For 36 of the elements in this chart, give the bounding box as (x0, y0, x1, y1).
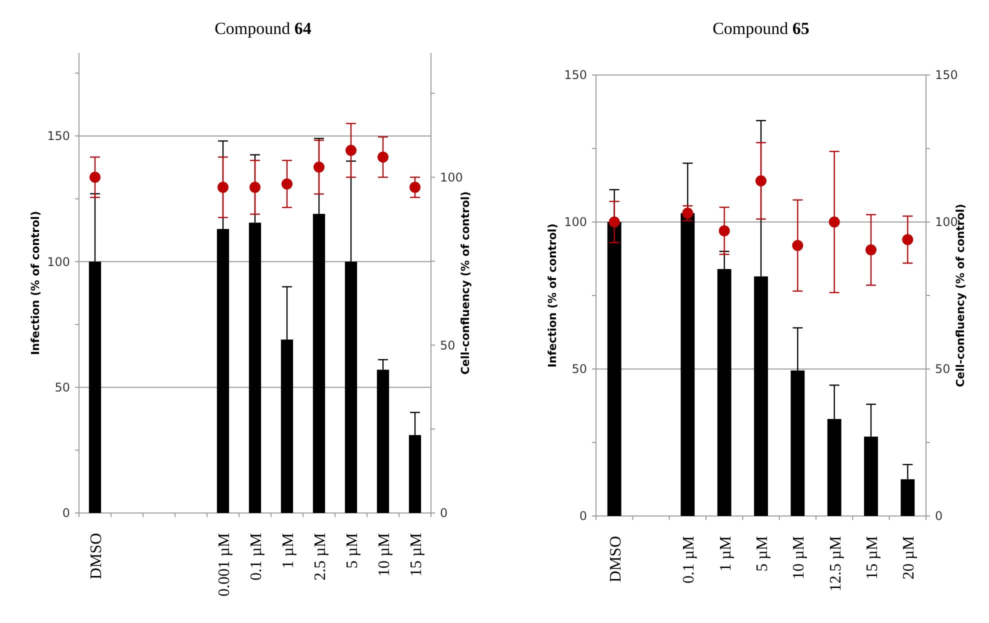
y-axis-title: Infection (% of control) (546, 224, 559, 368)
x-tick-label: 0.001 µM (216, 533, 233, 596)
y-tick-label: 50 (572, 362, 587, 376)
y-tick-label: 150 (564, 68, 587, 82)
x-tick-label: 1 µM (280, 533, 297, 568)
x-tick-label: 2.5 µM (312, 533, 329, 580)
y-tick-label: 50 (54, 380, 70, 395)
x-tick-label: 0.1 µM (248, 533, 265, 580)
x-tick-label: 15 µM (408, 533, 425, 576)
x-tick-label: 0.1 µM (680, 536, 698, 584)
y2-axis-title: Cell-confluency (% of control) (459, 191, 472, 375)
x-tick-label: 10 µM (790, 536, 808, 580)
y2-tick-label: 50 (935, 362, 950, 376)
y-axis-title: Infection (% of control) (29, 211, 42, 355)
x-tick-label: 20 µM (900, 536, 918, 580)
x-tick-label: DMSO (88, 533, 105, 580)
x-tick-label: 1 µM (717, 536, 734, 572)
x-tick-label: 10 µM (376, 533, 393, 576)
chart-title: Compound 64 (214, 19, 312, 38)
x-tick-label: 12.5 µM (827, 536, 844, 592)
x-tick-label: 5 µM (754, 536, 771, 572)
x-tick-label: 15 µM (864, 536, 881, 580)
y2-tick-label: 150 (935, 68, 958, 82)
y2-tick-label: 100 (440, 170, 463, 184)
y2-tick-label: 0 (440, 506, 448, 520)
y-tick-label: 150 (47, 129, 70, 144)
y-tick-label: 100 (564, 215, 587, 230)
x-tick-label: 5 µM (344, 533, 361, 568)
y2-tick-label: 50 (440, 338, 456, 352)
y-tick-label: 0 (579, 509, 587, 524)
y-tick-label: 100 (47, 254, 70, 269)
chart-title: Compound 65 (712, 19, 810, 38)
y2-tick-label: 0 (935, 509, 943, 524)
x-tick-label: DMSO (607, 536, 624, 582)
y-tick-label: 0 (62, 506, 70, 520)
y2-axis-title: Cell-confluency (% of control) (954, 204, 967, 388)
